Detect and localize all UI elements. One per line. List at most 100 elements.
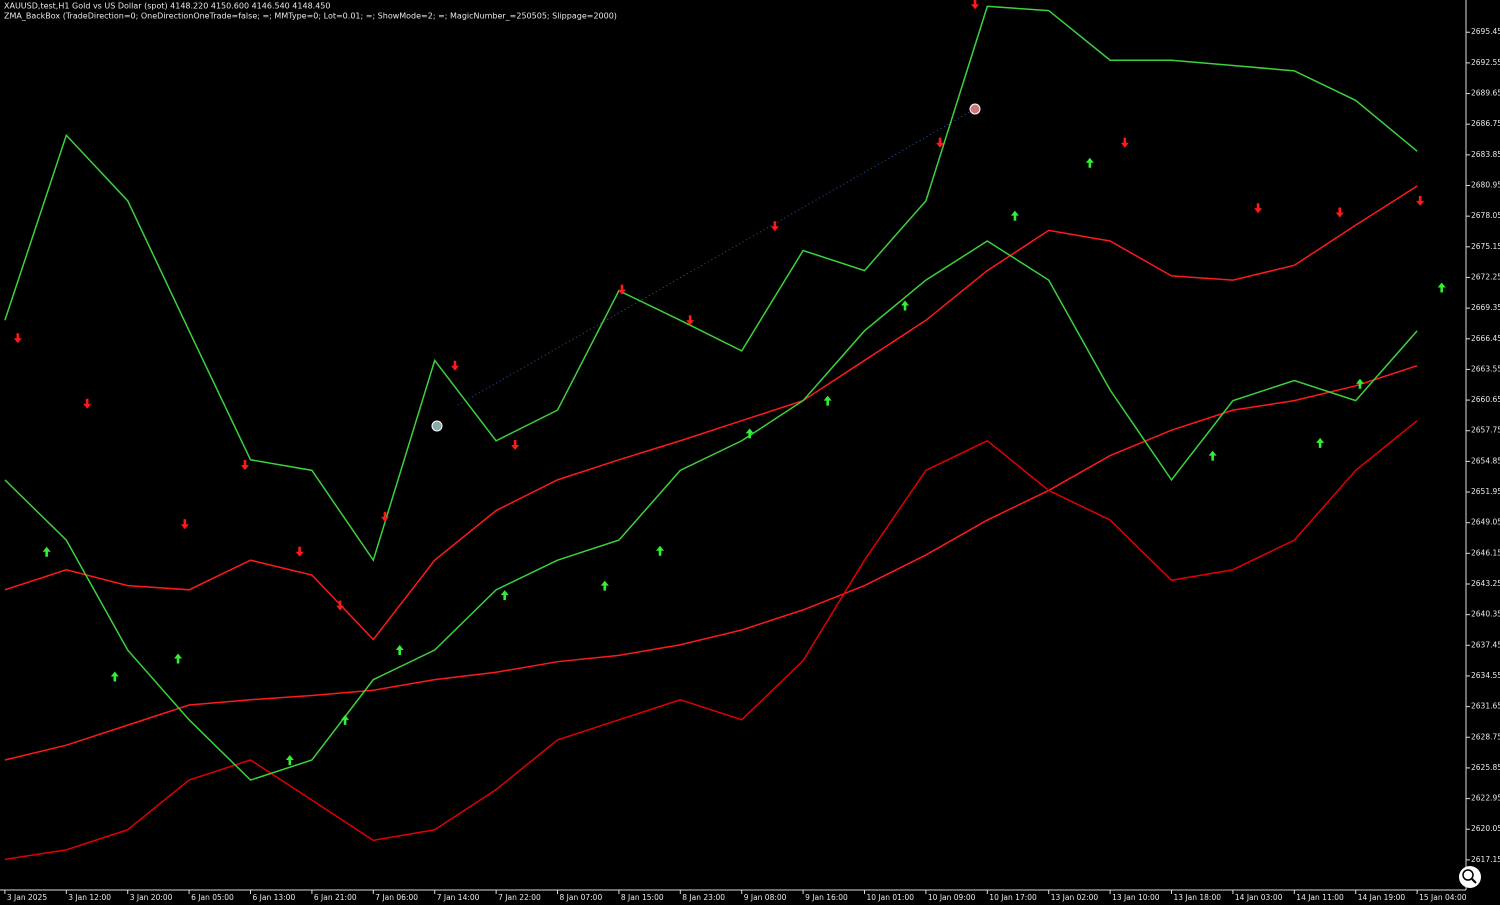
indicator-line [4,420,1418,861]
buy-arrow [1208,450,1217,461]
x-tick-label: 6 Jan 05:00 [191,893,234,902]
x-tick-label: 10 Jan 17:00 [989,893,1037,902]
buy-arrow [395,645,404,656]
y-tick-label: 2631.65 [1471,702,1500,711]
x-tick-label: 7 Jan 22:00 [498,893,541,902]
zoom-icon[interactable] [1459,866,1481,888]
y-tick-label: 2649.05 [1471,518,1500,527]
indicator-line [4,5,1418,562]
x-tick-label: 7 Jan 14:00 [437,893,480,902]
chart-title: XAUUSD,test,H1 Gold vs US Dollar (spot) … [4,2,330,11]
x-tick-label: 14 Jan 03:00 [1235,893,1283,902]
y-tick-label: 2640.35 [1471,610,1500,619]
buy-arrow [1010,210,1019,221]
sell-arrow [971,0,980,10]
y-tick-label: 2637.45 [1471,640,1500,649]
buy-arrow [285,754,294,765]
trade-link [457,108,976,406]
y-tick-label: 2663.55 [1471,364,1500,373]
y-tick-label: 2660.65 [1471,395,1500,404]
x-tick-label: 15 Jan 04:00 [1419,893,1467,902]
sell-arrow [240,460,249,471]
x-tick-label: 13 Jan 10:00 [1112,893,1160,902]
buy-arrow [600,580,609,591]
y-tick-label: 2634.55 [1471,671,1500,680]
y-tick-label: 2654.85 [1471,456,1500,465]
indicator-line [4,185,1418,641]
y-tick-label: 2620.05 [1471,824,1500,833]
indicator-line [4,365,1418,761]
x-tick-label: 6 Jan 21:00 [314,893,357,902]
y-tick-label: 2675.15 [1471,242,1500,251]
sell-arrow [1254,203,1263,214]
buy-arrow [1316,437,1325,448]
y-tick-label: 2669.35 [1471,303,1500,312]
sell-arrow [511,440,520,450]
x-tick-label: 3 Jan 12:00 [68,893,111,902]
sell-arrow [617,284,626,295]
y-tick-label: 2651.95 [1471,487,1500,496]
x-tick-label: 13 Jan 18:00 [1174,893,1222,902]
trade-marker [969,103,981,115]
x-tick-label: 3 Jan 20:00 [130,893,173,902]
y-tick-label: 2628.75 [1471,732,1500,741]
x-tick-label: 8 Jan 15:00 [621,893,664,902]
x-tick-label: 10 Jan 09:00 [928,893,976,902]
y-tick-label: 2683.85 [1471,150,1500,159]
y-tick-label: 2646.15 [1471,548,1500,557]
sell-arrow [13,333,22,344]
sell-arrow [336,600,345,611]
sell-arrow [380,511,389,522]
sell-arrow [770,221,779,232]
sell-arrow [450,360,459,371]
y-tick-label: 2625.85 [1471,763,1500,772]
y-tick-label: 2657.75 [1471,426,1500,435]
buy-arrow [1437,282,1446,293]
sell-arrow [83,398,92,409]
x-tick-label: 7 Jan 06:00 [375,893,418,902]
x-tick-label: 8 Jan 23:00 [682,893,725,902]
buy-arrow [745,428,754,439]
y-tick-label: 2622.95 [1471,794,1500,803]
indicator-line [4,240,1418,781]
buy-arrow [341,714,350,725]
x-tick-label: 9 Jan 08:00 [744,893,787,902]
buy-arrow [1085,157,1094,168]
trade-marker [431,420,443,432]
sell-arrow [686,315,695,326]
y-tick-label: 2680.95 [1471,181,1500,190]
y-tick-label: 2666.45 [1471,334,1500,343]
buy-arrow [901,300,910,311]
x-tick-label: 9 Jan 16:00 [805,893,848,902]
buy-arrow [110,671,119,682]
x-tick-label: 8 Jan 07:00 [560,893,603,902]
buy-arrow [42,546,51,557]
x-tick-label: 10 Jan 01:00 [867,893,915,902]
sell-arrow [1120,137,1129,148]
buy-arrow [1356,378,1365,389]
sell-arrow [295,546,304,557]
chart-subtitle: ZMA_BackBox (TradeDirection=0; OneDirect… [4,12,617,21]
y-tick-label: 2686.75 [1471,119,1500,128]
buy-arrow [174,653,183,664]
x-tick-label: 13 Jan 02:00 [1051,893,1099,902]
buy-arrow [500,590,509,601]
y-tick-label: 2695.45 [1471,27,1500,36]
y-tick-label: 2692.55 [1471,58,1500,67]
x-tick-label: 6 Jan 13:00 [253,893,296,902]
y-tick-label: 2617.15 [1471,855,1500,864]
buy-arrow [823,395,832,406]
buy-arrow [656,545,665,556]
sell-arrow [1416,195,1425,206]
y-tick-label: 2643.25 [1471,579,1500,588]
y-tick-label: 2689.65 [1471,89,1500,98]
sell-arrow [1335,207,1344,218]
sell-arrow [180,519,189,530]
y-tick-label: 2672.25 [1471,272,1500,281]
x-tick-label: 14 Jan 11:00 [1296,893,1344,902]
x-tick-label: 3 Jan 2025 [7,893,47,902]
x-tick-label: 14 Jan 19:00 [1358,893,1406,902]
y-tick-label: 2678.05 [1471,211,1500,220]
